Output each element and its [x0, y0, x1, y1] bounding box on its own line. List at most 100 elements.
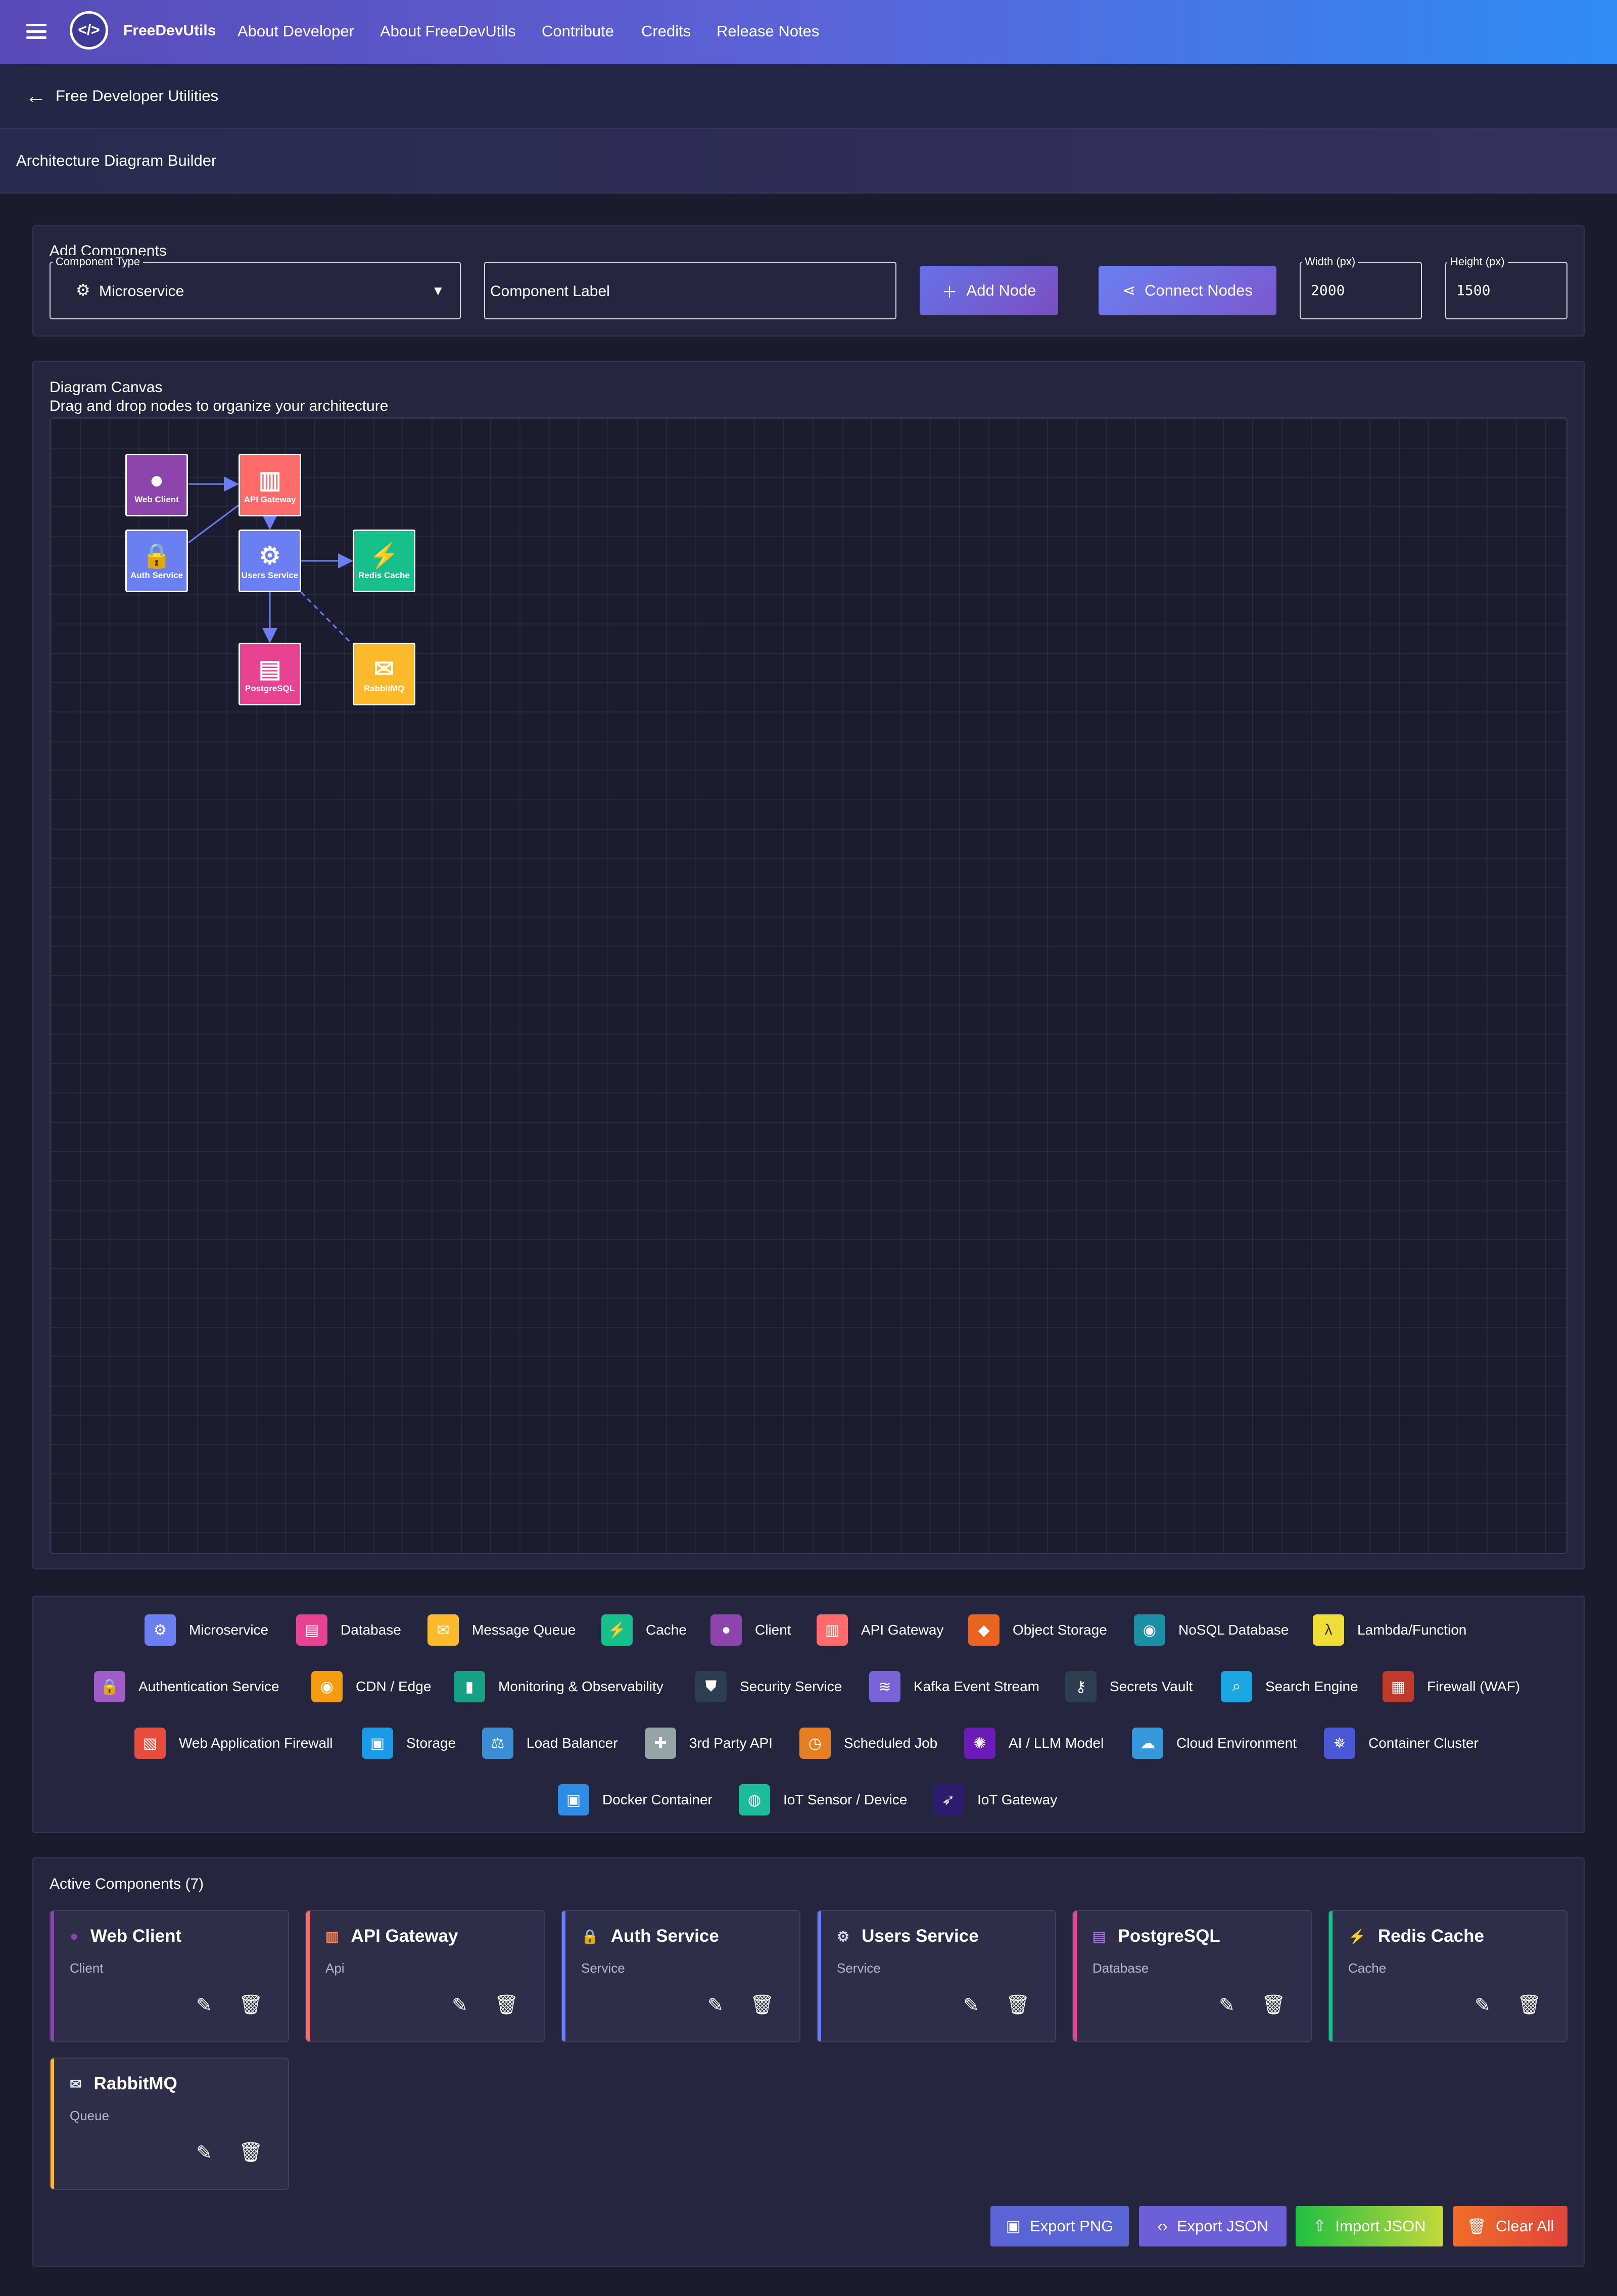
component-label-input[interactable]: [484, 262, 896, 319]
component-card-users-service[interactable]: ⚙ Users Service Service ✎ 🗑: [817, 1910, 1056, 2042]
edit-icon[interactable]: ✎: [1219, 1995, 1235, 2016]
stream-icon: ≋: [869, 1671, 900, 1702]
add-node-button[interactable]: ＋ Add Node: [920, 266, 1058, 315]
database-icon: ▤: [258, 656, 281, 683]
palette-item-iot-gateway[interactable]: ➶ IoT Gateway: [933, 1784, 1057, 1815]
palette-item-scheduled-job[interactable]: ◷ Scheduled Job: [799, 1728, 937, 1759]
card-accent: [1073, 1911, 1077, 2041]
palette-item-docker-container[interactable]: ▣ Docker Container: [558, 1784, 712, 1815]
lock-icon: 🔒: [94, 1671, 125, 1702]
export-png-button[interactable]: ▣ Export PNG: [990, 2206, 1129, 2246]
node-users-service[interactable]: ⚙ Users Service: [239, 530, 301, 592]
menu-icon[interactable]: [26, 24, 46, 39]
palette-item-search-engine[interactable]: ⌕ Search Engine: [1221, 1671, 1358, 1702]
breadcrumb-back-link[interactable]: Free Developer Utilities: [56, 87, 219, 105]
edit-icon[interactable]: ✎: [707, 1995, 724, 2016]
node-redis-cache[interactable]: ⚡ Redis Cache: [353, 530, 415, 592]
width-input[interactable]: [1300, 262, 1422, 319]
palette-item-object-storage[interactable]: ◆ Object Storage: [968, 1614, 1107, 1646]
nav-contribute[interactable]: Contribute: [542, 22, 614, 40]
helm-icon: ✵: [1324, 1728, 1355, 1759]
node-web-client[interactable]: ● Web Client: [125, 454, 188, 516]
barrier-icon: ▧: [134, 1728, 166, 1759]
palette-item-lambda-function[interactable]: λ Lambda/Function: [1313, 1614, 1466, 1646]
nav-about-freedevutils[interactable]: About FreeDevUtils: [380, 22, 516, 40]
export-json-button[interactable]: ‹› Export JSON: [1139, 2206, 1287, 2246]
edit-icon[interactable]: ✎: [1475, 1995, 1491, 2016]
component-card-rabbitmq[interactable]: ✉ RabbitMQ Queue ✎ 🗑: [50, 2058, 289, 2190]
palette-item-kafka-event-stream[interactable]: ≋ Kafka Event Stream: [869, 1671, 1039, 1702]
node-api-gateway[interactable]: ▥ API Gateway: [239, 454, 301, 516]
trash-icon[interactable]: 🗑: [239, 1994, 263, 2016]
component-type-value: Microservice: [99, 283, 184, 300]
trash-icon[interactable]: 🗑: [1006, 1994, 1030, 2016]
nav-about-developer[interactable]: About Developer: [237, 22, 354, 40]
palette-item-api-gateway[interactable]: ▥ API Gateway: [817, 1614, 943, 1646]
palette-item-container-cluster[interactable]: ✵ Container Cluster: [1324, 1728, 1479, 1759]
diagram-canvas[interactable]: [50, 417, 1567, 1554]
palette-item-monitoring[interactable]: ▮ Monitoring & Observability: [454, 1671, 663, 1702]
palette-item-authentication-service[interactable]: 🔒 Authentication Service: [94, 1671, 279, 1702]
page-title-bar: [0, 129, 1617, 194]
component-type-select[interactable]: [50, 262, 461, 319]
brand-name[interactable]: FreeDevUtils: [123, 22, 216, 39]
user-icon: ●: [70, 1928, 78, 1944]
palette-item-ai-llm-model[interactable]: ✺ AI / LLM Model: [964, 1728, 1104, 1759]
palette-item-secrets-vault[interactable]: ⚷ Secrets Vault: [1065, 1671, 1193, 1702]
palette-item-load-balancer[interactable]: ⚖ Load Balancer: [482, 1728, 618, 1759]
component-card-auth-service[interactable]: 🔒 Auth Service Service ✎ 🗑: [561, 1910, 800, 2042]
palette-item-cdn-edge[interactable]: ◉ CDN / Edge: [311, 1671, 431, 1702]
palette-item-nosql-database[interactable]: ◉ NoSQL Database: [1134, 1614, 1289, 1646]
component-card-web-client[interactable]: ● Web Client Client ✎ 🗑: [50, 1910, 289, 2042]
component-card-redis-cache[interactable]: ⚡ Redis Cache Cache ✎ 🗑: [1328, 1910, 1567, 2042]
trash-icon[interactable]: 🗑: [1261, 1994, 1286, 2016]
card-accent: [306, 1911, 310, 2041]
envelope-icon: ✉: [427, 1614, 459, 1646]
node-auth-service[interactable]: 🔒 Auth Service: [125, 530, 188, 592]
palette-item-database[interactable]: ▤ Database: [296, 1614, 401, 1646]
palette-item-message-queue[interactable]: ✉ Message Queue: [427, 1614, 576, 1646]
palette-item-iot-sensor[interactable]: ◍ IoT Sensor / Device: [739, 1784, 907, 1815]
scales-icon: ⚖: [482, 1728, 513, 1759]
palette-item-security-service[interactable]: ⛊ Security Service: [695, 1671, 842, 1702]
trash-icon[interactable]: 🗑: [494, 1994, 519, 2016]
node-rabbitmq[interactable]: ✉ RabbitMQ: [353, 643, 415, 705]
trash-icon[interactable]: 🗑: [239, 2142, 263, 2163]
nav-release-notes[interactable]: Release Notes: [717, 22, 820, 40]
palette-item-firewall-waf[interactable]: ▦ Firewall (WAF): [1383, 1671, 1520, 1702]
import-json-button[interactable]: ⇧ Import JSON: [1296, 2206, 1443, 2246]
add-components-panel: [32, 225, 1585, 337]
gear-icon: ⚙: [259, 543, 281, 569]
component-card-postgresql[interactable]: ▤ PostgreSQL Database ✎ 🗑: [1072, 1910, 1312, 2042]
palette-item-microservice[interactable]: ⚙ Microservice: [145, 1614, 268, 1646]
trash-icon[interactable]: 🗑: [1517, 1994, 1542, 2016]
palette-item-client[interactable]: ● Client: [710, 1614, 791, 1646]
edit-icon[interactable]: ✎: [452, 1995, 468, 2016]
card-accent: [562, 1911, 565, 2041]
card-type: Client: [70, 1960, 104, 1976]
plus-icon: ＋: [941, 283, 958, 301]
card-accent: [818, 1911, 821, 2041]
nav-credits[interactable]: Credits: [641, 22, 691, 40]
arrow-left-icon[interactable]: ←: [25, 84, 46, 108]
component-card-api-gateway[interactable]: ▥ API Gateway Api ✎ 🗑: [305, 1910, 545, 2042]
node-postgresql[interactable]: ▤ PostgreSQL: [239, 643, 301, 705]
palette-item-cloud-environment[interactable]: ☁ Cloud Environment: [1132, 1728, 1297, 1759]
dropdown-arrow-icon[interactable]: ▼: [432, 283, 445, 298]
edit-icon[interactable]: ✎: [196, 2142, 212, 2164]
palette-item-storage[interactable]: ▣ Storage: [362, 1728, 456, 1759]
palette-item-cache[interactable]: ⚡ Cache: [601, 1614, 687, 1646]
trash-icon[interactable]: 🗑: [750, 1994, 775, 2016]
clear-all-button[interactable]: 🗑 Clear All: [1453, 2206, 1567, 2246]
connect-nodes-button[interactable]: ⋖ Connect Nodes: [1099, 266, 1276, 315]
edge-usersservice-rabbitmq: [300, 591, 353, 645]
app-logo[interactable]: </>: [70, 11, 108, 50]
bolt-icon: ⚡: [601, 1614, 633, 1646]
lock-icon: 🔒: [141, 543, 172, 569]
edit-icon[interactable]: ✎: [963, 1995, 979, 2016]
gear-icon: ⚙: [76, 281, 90, 299]
edit-icon[interactable]: ✎: [196, 1995, 212, 2016]
palette-item-web-application-firewall[interactable]: ▧ Web Application Firewall: [134, 1728, 333, 1759]
palette-item-3rd-party-api[interactable]: ✚ 3rd Party API: [645, 1728, 773, 1759]
width-label: Width (px): [1302, 255, 1359, 268]
